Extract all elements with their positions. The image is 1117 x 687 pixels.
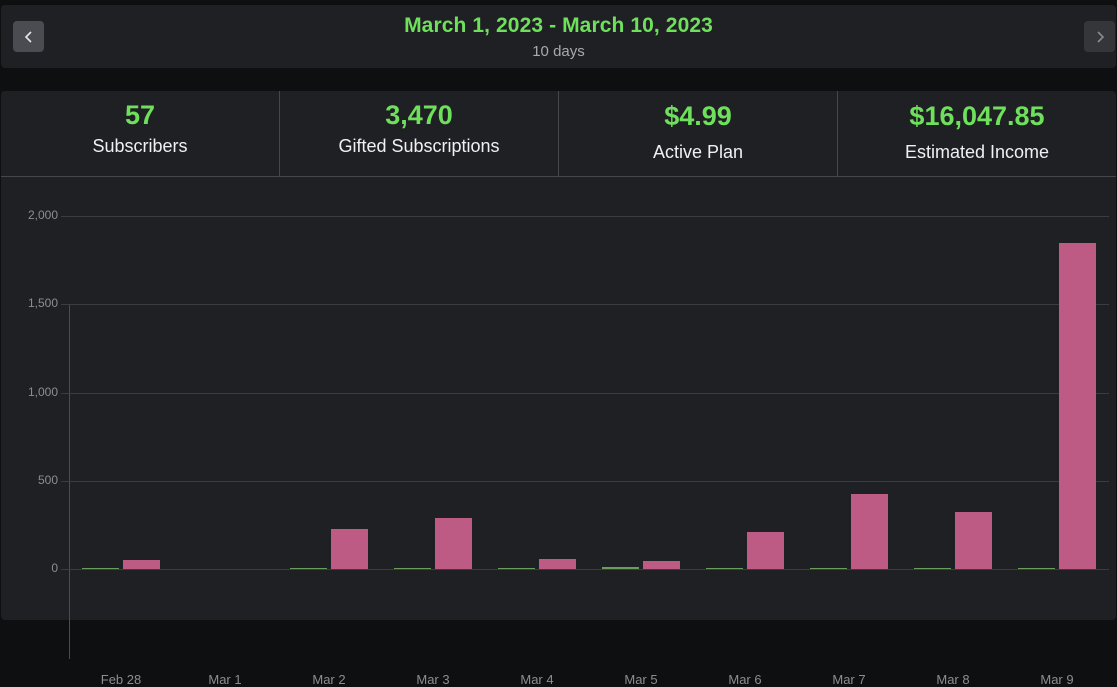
bar-subscribers[interactable] (810, 567, 847, 569)
y-tick-label: 1,000 (27, 384, 58, 399)
stat-label: Estimated Income (904, 142, 1050, 162)
bar-subscribers[interactable] (498, 567, 535, 569)
stat-label: Gifted Subscriptions (338, 136, 500, 156)
stat-value: 3,470 (385, 100, 453, 130)
bar-gifted-subscriptions[interactable] (747, 531, 784, 569)
chevron-right-icon (1096, 30, 1104, 43)
stat-label: Active Plan (652, 142, 744, 162)
date-range-title: March 1, 2023 - March 10, 2023 (404, 14, 713, 37)
gridline (61, 569, 1109, 570)
subscriptions-bar-chart: 0 500 1,000 1,500 2,000 Feb 28 Mar 1 Mar 2 Mar 3… (1, 178, 1116, 687)
bar-subscribers[interactable] (394, 567, 431, 569)
bar-gifted-subscriptions[interactable] (643, 561, 680, 569)
x-tick-label: Mar 6 (728, 672, 762, 687)
x-tick-label: Mar 5 (624, 672, 658, 687)
bar-gifted-subscriptions[interactable] (331, 528, 368, 569)
bar-gifted-subscriptions[interactable] (851, 493, 888, 569)
x-tick-label: Mar 2 (312, 672, 346, 687)
bar-subscribers[interactable] (290, 567, 327, 569)
x-tick-label: Mar 9 (1040, 672, 1074, 687)
stat-value: $16,047.85 (909, 101, 1045, 131)
bar-gifted-subscriptions[interactable] (435, 517, 472, 569)
bar-gifted-subscriptions[interactable] (1059, 243, 1096, 569)
x-tick-label: Mar 8 (936, 672, 970, 687)
previous-period-button[interactable] (13, 21, 44, 52)
bar-subscribers[interactable] (914, 567, 951, 569)
bar-subscribers[interactable] (82, 567, 119, 569)
bar-gifted-subscriptions[interactable] (123, 559, 160, 569)
stats-row: 57 Subscribers 3,470 Gifted Subscription… (1, 91, 1116, 177)
stat-gifted-subscriptions: 3,470 Gifted Subscriptions (280, 91, 559, 176)
y-tick-label: 2,000 (27, 208, 58, 222)
next-period-button[interactable] (1084, 21, 1115, 52)
chevron-left-icon (24, 30, 32, 43)
x-tick-label: Mar 3 (416, 672, 450, 687)
x-tick-label: Mar 7 (832, 672, 866, 687)
bar-gifted-subscriptions[interactable] (955, 511, 992, 569)
bar-subscribers[interactable] (602, 567, 639, 569)
x-tick-label: Feb 28 (100, 672, 142, 687)
gridline (61, 480, 1109, 482)
y-tick-label: 0 (51, 561, 58, 575)
date-range-header: March 1, 2023 - March 10, 2023 10 days (1, 5, 1116, 68)
gridline (61, 216, 1109, 217)
stats-panel: 57 Subscribers 3,470 Gifted Subscription… (1, 91, 1116, 687)
gridline (61, 304, 1109, 306)
stat-active-plan: $4.99 Active Plan (559, 91, 838, 176)
bar-subscribers[interactable] (1018, 567, 1055, 569)
y-tick-label: 1,500 (27, 296, 58, 311)
duration-label: 10 days (532, 43, 585, 60)
stat-subscribers: 57 Subscribers (1, 91, 280, 176)
stat-estimated-income: $16,047.85 Estimated Income (838, 91, 1116, 176)
y-tick-label: 500 (37, 472, 58, 487)
x-tick-label: Mar 4 (520, 672, 554, 687)
stat-value: 57 (124, 100, 156, 130)
x-tick-label: Mar 1 (208, 672, 242, 687)
bar-gifted-subscriptions[interactable] (539, 559, 576, 569)
stat-label: Subscribers (92, 136, 188, 156)
gridline (61, 392, 1109, 394)
stat-value: $4.99 (664, 101, 732, 131)
bar-subscribers[interactable] (706, 567, 743, 569)
